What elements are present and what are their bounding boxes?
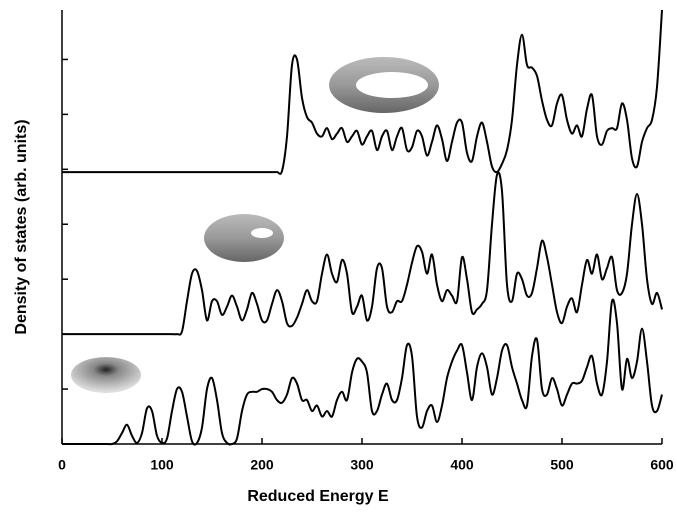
curve	[62, 298, 663, 446]
inset-cone	[71, 357, 141, 393]
x-tick-label: 300	[350, 457, 374, 473]
x-tick-label: 400	[450, 457, 474, 473]
y-axis-label: Density of states (arb. units)	[13, 119, 30, 334]
x-axis-label: Reduced Energy E	[247, 488, 389, 505]
curve	[61, 171, 663, 336]
curve	[62, 9, 663, 175]
x-tick-label: 500	[550, 457, 574, 473]
x-tick-label: 600	[650, 457, 674, 473]
x-tick-label: 100	[150, 457, 174, 473]
inset-bowl	[204, 214, 284, 262]
inset-torus	[329, 57, 439, 113]
x-tick-label: 0	[58, 457, 66, 473]
x-tick-label: 200	[250, 457, 274, 473]
